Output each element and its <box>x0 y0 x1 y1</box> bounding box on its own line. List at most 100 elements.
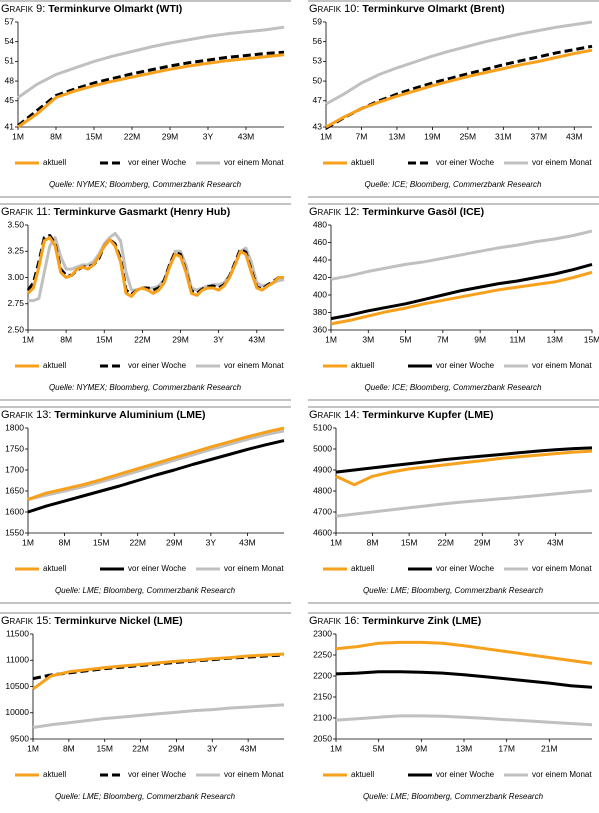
y-tick-label: 440 <box>313 254 327 264</box>
y-tick-label: 460 <box>313 237 327 247</box>
y-tick-label: 47 <box>313 95 323 105</box>
series-line <box>335 670 593 689</box>
y-tick-label: 57 <box>5 16 15 26</box>
legend-label: aktuell <box>43 770 66 779</box>
x-tick-label: 43M <box>238 131 255 141</box>
y-tick-label: 2250 <box>313 649 332 659</box>
chart-title: Grafik 16: Terminkurve Zink (LME) <box>309 615 481 627</box>
series-line <box>335 714 593 727</box>
legend-label: vor einer Woche <box>436 564 495 573</box>
y-tick-label: 3.00 <box>7 272 24 282</box>
y-tick-label: 2050 <box>313 733 332 743</box>
x-tick-label: 15M <box>86 131 103 141</box>
series-line <box>17 53 285 129</box>
series-line <box>32 652 285 691</box>
series-line <box>335 489 593 518</box>
chart-title: Grafik 10: Terminkurve Olmarkt (Brent) <box>309 3 505 15</box>
x-tick-label: 5M <box>373 743 385 753</box>
x-tick-label: 15M <box>93 537 110 547</box>
y-tick-label: 43 <box>313 121 323 131</box>
source: Quelle: NYMEX; Bloomberg, Commerzbank Re… <box>49 383 242 392</box>
x-tick-label: 29M <box>168 743 185 753</box>
legend-label: vor einer Woche <box>128 361 187 370</box>
y-tick-label: 1750 <box>5 443 24 453</box>
chart-title: Grafik 9: Terminkurve Olmarkt (WTI) <box>1 3 182 15</box>
y-tick-label: 10500 <box>5 681 29 691</box>
x-tick-label: 22M <box>134 334 151 344</box>
x-tick-label: 11M <box>509 334 525 344</box>
x-tick-label: 7M <box>437 334 449 344</box>
source: Quelle: NYMEX; Bloomberg, Commerzbank Re… <box>49 180 242 189</box>
chart-title: Grafik 14: Terminkurve Kupfer (LME) <box>309 409 493 421</box>
series-line <box>27 429 285 501</box>
chart-title: Grafik 15: Terminkurve Nickel (LME) <box>1 615 183 627</box>
x-tick-label: 37M <box>531 131 548 141</box>
series-line <box>330 262 593 321</box>
y-tick-label: 5100 <box>313 422 332 432</box>
series-line <box>335 446 593 474</box>
y-tick-label: 1600 <box>5 506 24 516</box>
y-tick-label: 53 <box>313 56 323 66</box>
legend-label: vor einer Woche <box>128 564 187 573</box>
chart-label: Grafik 13: <box>1 409 51 421</box>
y-tick-label: 420 <box>313 272 327 282</box>
source: Quelle: LME; Bloomberg, Commerzbank Rese… <box>55 586 236 595</box>
y-tick-label: 56 <box>313 36 323 46</box>
x-tick-label: 29M <box>474 537 491 547</box>
x-tick-label: 3Y <box>213 334 224 344</box>
legend-label: aktuell <box>351 361 374 370</box>
x-tick-label: 29M <box>166 537 183 547</box>
y-tick-label: 51 <box>5 56 15 66</box>
legend-label: vor einer Woche <box>436 770 495 779</box>
source: Quelle: ICE; Bloomberg, Commerzbank Rese… <box>365 180 543 189</box>
chart-title-text: Terminkurve Olmarkt (Brent) <box>362 3 504 15</box>
y-tick-label: 3.50 <box>7 219 24 229</box>
x-tick-label: 1M <box>325 334 337 344</box>
x-tick-label: 31M <box>495 131 512 141</box>
chart-title: Grafik 12: Terminkurve Gasöl (ICE) <box>309 206 484 218</box>
y-tick-label: 1550 <box>5 527 24 537</box>
x-tick-label: 15M <box>96 743 113 753</box>
chart-label: Grafik 16: <box>309 615 359 627</box>
x-tick-label: 43M <box>239 537 256 547</box>
legend-label: aktuell <box>351 158 374 167</box>
y-tick-label: 400 <box>313 289 327 299</box>
chart-title: Grafik 13: Terminkurve Aluminium (LME) <box>1 409 206 421</box>
y-tick-label: 2.50 <box>7 324 24 334</box>
series-line <box>17 25 285 99</box>
y-tick-label: 2300 <box>313 628 332 638</box>
y-tick-label: 2200 <box>313 670 332 680</box>
y-tick-label: 5000 <box>313 443 332 453</box>
series-line <box>27 426 285 501</box>
x-tick-label: 13M <box>456 743 473 753</box>
source: Quelle: LME; Bloomberg, Commerzbank Rese… <box>363 792 544 801</box>
chart-title-text: Terminkurve Kupfer (LME) <box>362 409 493 421</box>
y-tick-label: 50 <box>313 75 323 85</box>
legend-label: vor einem Monat <box>224 158 284 167</box>
legend-label: vor einem Monat <box>532 158 592 167</box>
series-line <box>32 703 285 729</box>
x-tick-label: 43M <box>566 131 583 141</box>
chart-title-text: Terminkurve Olmarkt (WTI) <box>48 3 182 15</box>
x-tick-label: 8M <box>50 131 62 141</box>
y-tick-label: 10000 <box>5 707 29 717</box>
x-tick-label: 1M <box>320 131 332 141</box>
legend-label: vor einem Monat <box>224 564 284 573</box>
y-tick-label: 4700 <box>313 506 332 516</box>
x-tick-label: 13M <box>546 334 563 344</box>
x-tick-label: 43M <box>240 743 257 753</box>
x-tick-label: 15M <box>401 537 418 547</box>
x-tick-label: 1M <box>12 131 24 141</box>
legend-label: aktuell <box>43 361 66 370</box>
series-line <box>17 50 285 127</box>
series-line <box>335 449 593 487</box>
y-tick-label: 1650 <box>5 485 24 495</box>
y-tick-label: 54 <box>5 36 15 46</box>
y-tick-label: 59 <box>313 16 323 26</box>
series-line <box>330 270 593 326</box>
y-tick-label: 2100 <box>313 712 332 722</box>
x-tick-label: 8M <box>367 537 379 547</box>
legend-label: vor einem Monat <box>224 770 284 779</box>
x-tick-label: 1M <box>330 743 342 753</box>
x-tick-label: 9M <box>474 334 486 344</box>
